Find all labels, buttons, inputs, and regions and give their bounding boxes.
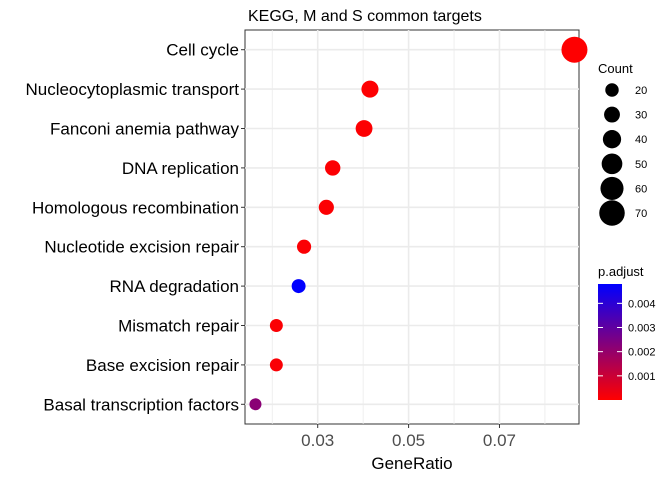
y-tick-label: Homologous recombination xyxy=(32,198,239,217)
plot-panel xyxy=(244,29,588,425)
y-tick-label: Cell cycle xyxy=(166,41,239,60)
y-tick-label: Fanconi anemia pathway xyxy=(50,120,240,139)
p-adjust-tick-label: 0.002 xyxy=(628,347,656,359)
x-axis-title: GeneRatio xyxy=(371,454,452,473)
count-legend-label: 30 xyxy=(635,110,647,122)
y-tick-label: Mismatch repair xyxy=(118,317,239,336)
count-legend-key xyxy=(600,176,624,200)
count-legend-key xyxy=(605,83,619,97)
data-point xyxy=(269,319,283,332)
p-adjust-legend-title: p.adjust xyxy=(598,264,644,279)
count-legend-key xyxy=(601,153,623,175)
count-legend-items: 20 30 40 50 60 70 xyxy=(599,83,647,226)
y-tick-label: Nucleotide excision repair xyxy=(44,238,239,257)
count-legend-label: 60 xyxy=(635,183,647,195)
y-tick-label: Nucleocytoplasmic transport xyxy=(25,80,239,99)
y-tick-label: Basal transcription factors xyxy=(43,395,239,414)
data-point xyxy=(269,358,283,372)
count-legend-label: 50 xyxy=(635,159,647,171)
count-legend-title: Count xyxy=(598,61,633,76)
data-point xyxy=(249,398,262,411)
p-adjust-legend-ticks: 0.001 0.002 0.003 0.004 xyxy=(598,298,656,383)
panel-border xyxy=(244,29,580,425)
count-legend-key xyxy=(604,106,620,123)
y-axis: Cell cycle Nucleocytoplasmic transport Fan… xyxy=(25,41,245,414)
x-tick-label: 0.03 xyxy=(301,431,334,450)
x-tick-label: 0.07 xyxy=(483,431,516,450)
p-adjust-legend: p.adjust 0.001 0.002 0.003 0.004 xyxy=(598,264,656,400)
count-legend-key xyxy=(599,200,625,226)
count-legend-label: 20 xyxy=(635,85,647,97)
y-tick-label: Base excision repair xyxy=(86,356,239,375)
p-adjust-tick-label: 0.001 xyxy=(628,371,656,383)
data-point xyxy=(361,80,379,98)
x-axis: 0.03 0.05 0.07 xyxy=(301,424,516,450)
chart-title: KEGG, M and S common targets xyxy=(248,8,482,25)
p-adjust-tick-label: 0.003 xyxy=(628,323,656,335)
data-point xyxy=(561,36,588,63)
points-layer xyxy=(249,36,588,411)
p-adjust-tick-label: 0.004 xyxy=(628,298,656,310)
data-point xyxy=(296,239,312,254)
data-point xyxy=(318,199,334,215)
count-legend-label: 40 xyxy=(635,134,647,146)
p-adjust-colorbar xyxy=(598,284,622,400)
y-tick-label: RNA degradation xyxy=(110,277,239,296)
count-legend: Count 20 30 40 50 60 70 xyxy=(598,61,647,226)
data-point xyxy=(355,120,373,137)
data-point xyxy=(291,279,306,294)
count-legend-label: 70 xyxy=(635,208,647,220)
data-point xyxy=(325,160,341,176)
count-legend-key xyxy=(602,130,622,149)
y-tick-label: DNA replication xyxy=(122,159,239,178)
x-tick-label: 0.05 xyxy=(392,431,425,450)
